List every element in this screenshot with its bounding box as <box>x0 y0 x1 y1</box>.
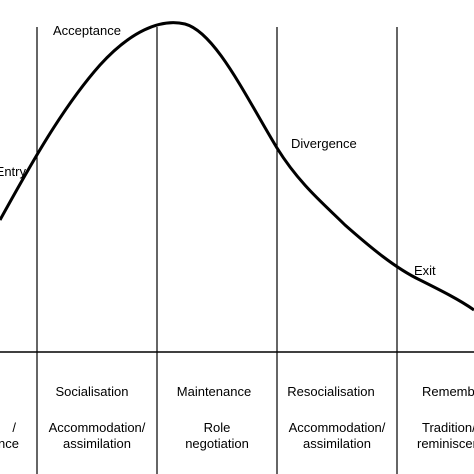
phase-desc-1-line1: / <box>12 420 16 435</box>
phase-desc-3-line2: negotiation <box>185 436 249 451</box>
phase-desc-4-line2: assimilation <box>303 436 371 451</box>
phase-name-3: Maintenance <box>177 384 251 399</box>
commitment-curve <box>0 21 474 312</box>
acceptance-label: Acceptance <box>53 23 121 38</box>
entry-label: Entry <box>0 164 26 179</box>
phase-desc-2-line1: Accommodation/ <box>49 420 146 435</box>
phase-name-5: Remembrance <box>422 384 474 399</box>
phase-desc-2-line2: assimilation <box>63 436 131 451</box>
phase-name-4: Resocialisation <box>287 384 374 399</box>
phase-desc-1-line2: ance <box>0 436 19 451</box>
phase-name-2: Socialisation <box>56 384 129 399</box>
phase-desc-3-line1: Role <box>204 420 231 435</box>
exit-label: Exit <box>414 263 436 278</box>
phase-desc-5-line1: Tradition/ <box>422 420 474 435</box>
phase-desc-5-line2: reminiscence <box>417 436 474 451</box>
phase-desc-4-line1: Accommodation/ <box>289 420 386 435</box>
divergence-label: Divergence <box>291 136 357 151</box>
